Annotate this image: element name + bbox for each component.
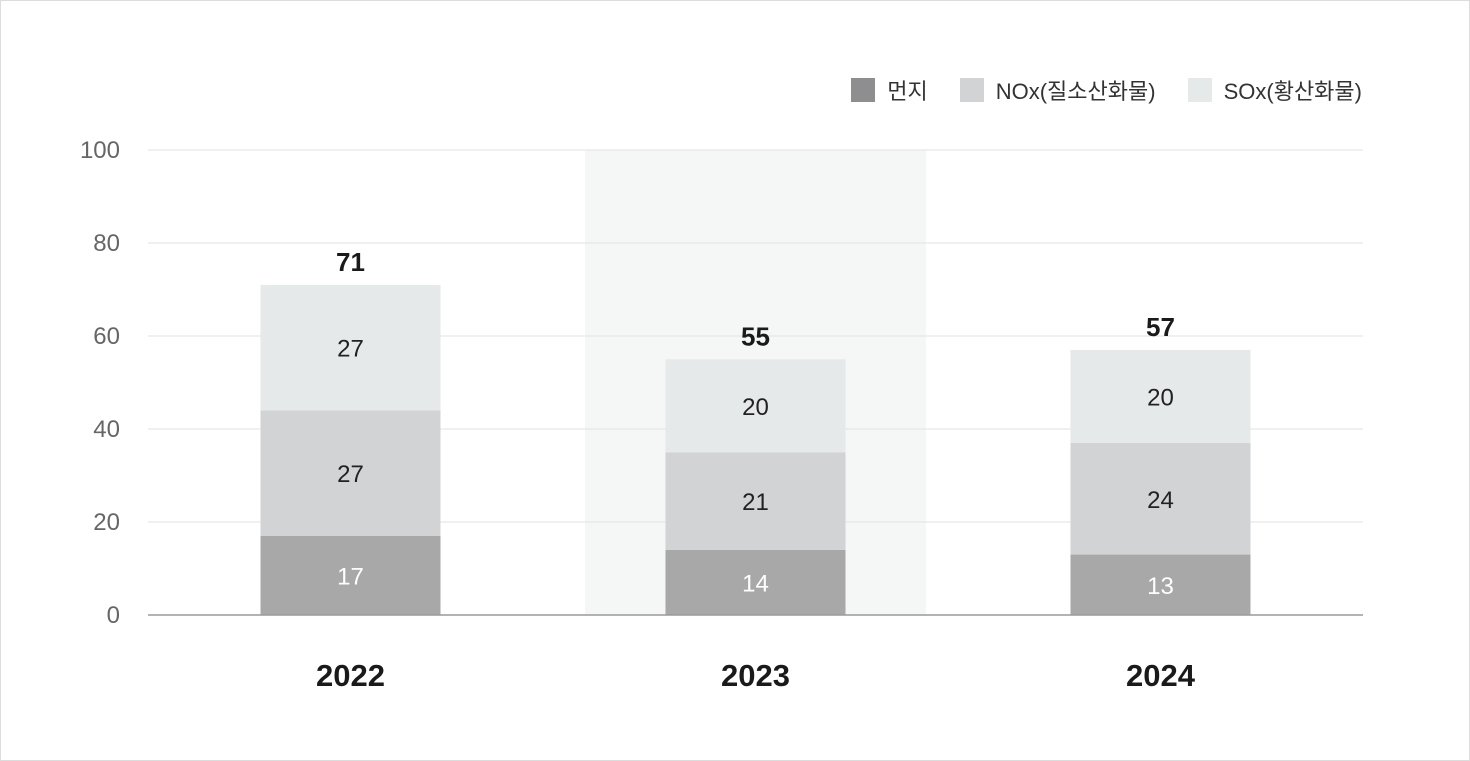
y-tick-label: 40 — [93, 416, 120, 443]
legend-item-sox: SOx(황산화물) — [1187, 74, 1362, 106]
bar-segment — [665, 359, 846, 453]
data-label: 27 — [337, 461, 364, 488]
data-label: 20 — [1147, 384, 1174, 411]
bar-segment — [665, 549, 846, 615]
bar-segment — [260, 535, 441, 615]
x-tick-label: 2023 — [721, 658, 790, 693]
legend-swatch-nox — [959, 78, 984, 102]
bar-segment — [1070, 554, 1251, 615]
bar-segment — [260, 284, 441, 411]
legend-label-dust: 먼지 — [887, 79, 928, 104]
legend-label-sox: SOx(황산화물) — [1223, 79, 1362, 104]
legend-swatch-dust — [851, 78, 876, 102]
y-tick-label: 60 — [93, 323, 120, 350]
bar-segment — [1070, 349, 1251, 443]
data-label: 24 — [1147, 487, 1174, 514]
legend: 먼지 NOx(질소산화물) SOx(황산화물) — [851, 74, 1362, 106]
x-tick-label: 2024 — [1126, 658, 1196, 693]
data-label: 17 — [337, 563, 364, 590]
total-label: 71 — [336, 247, 365, 277]
y-tick-label: 100 — [80, 137, 120, 164]
x-tick-label: 2022 — [316, 658, 385, 693]
data-label: 21 — [742, 489, 769, 516]
legend-item-nox: NOx(질소산화물) — [959, 74, 1156, 106]
total-label: 55 — [741, 321, 770, 351]
bar-segment — [665, 452, 846, 550]
data-label: 27 — [337, 336, 364, 363]
bar-segment — [1070, 442, 1251, 555]
legend-label-nox: NOx(질소산화물) — [995, 79, 1156, 104]
bar-segment — [260, 410, 441, 536]
data-label: 20 — [742, 394, 769, 421]
y-tick-label: 80 — [93, 230, 120, 257]
y-tick-label: 20 — [93, 509, 120, 536]
data-label: 14 — [742, 570, 769, 597]
legend-swatch-sox — [1187, 78, 1212, 102]
data-label: 13 — [1147, 573, 1174, 600]
legend-item-dust: 먼지 — [851, 74, 928, 106]
total-label: 57 — [1146, 312, 1175, 342]
y-tick-label: 0 — [107, 602, 120, 629]
